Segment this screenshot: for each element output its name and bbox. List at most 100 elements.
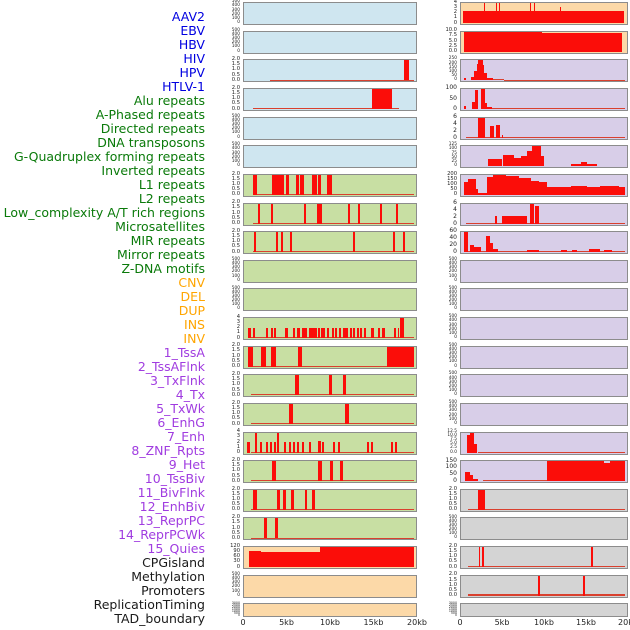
- y-tick-label: 0: [453, 105, 457, 113]
- y-tick-label: 500: [231, 571, 240, 577]
- y-tick-label: 0.5: [448, 587, 457, 594]
- track-label-htlv-1: HTLV-1: [162, 79, 205, 94]
- signal-bar: [505, 175, 520, 195]
- track-label-4-tx: 4_Tx: [175, 387, 205, 402]
- signal-bar: [276, 432, 280, 453]
- y-tick-label: 25: [451, 159, 457, 165]
- y-tick-label: 1.5: [231, 404, 240, 411]
- y-tick-label: 100: [448, 359, 457, 365]
- signal-bar: [303, 203, 306, 224]
- signal-bar: [342, 327, 349, 338]
- y-tick-label: 300: [231, 265, 240, 271]
- y-tick-label: 0: [454, 392, 457, 398]
- signal-bar: [519, 178, 531, 195]
- signal-bar: [293, 327, 296, 338]
- signal-bar: [284, 442, 287, 453]
- y-tick-label: 5.0: [450, 441, 457, 447]
- y-tick-label: 0.5: [231, 386, 240, 393]
- y-tick-label: 1.0: [448, 581, 457, 588]
- y-tick-label: 1.0: [231, 410, 240, 417]
- x-axis-tick-15kb: 15kb: [363, 618, 384, 627]
- signal-baseline: [465, 222, 626, 224]
- signal-baseline: [252, 193, 415, 195]
- y-tick-label: 2: [453, 126, 457, 134]
- y-tick-label: 400: [448, 346, 457, 352]
- x-axis-tick-0: 0: [240, 618, 246, 627]
- y-tick-label: 500: [448, 314, 457, 320]
- y-tick-label: 0.0: [231, 105, 240, 112]
- y-tick-label: 300: [231, 122, 240, 127]
- track-label-dna-transposons: DNA transposons: [97, 135, 205, 150]
- signal-baseline: [467, 566, 626, 568]
- y-tick-label: 2000: [448, 604, 457, 609]
- y-tick-label: 500: [231, 285, 240, 291]
- y-tick-label: 0.0: [231, 535, 240, 542]
- signal-bar: [477, 489, 486, 510]
- track-label-g-quadruplex-forming-repeats: G-Quadruplex forming repeats: [13, 149, 205, 164]
- track-label-ins: INS: [184, 317, 205, 332]
- track-row-hiv: 2.0 1.5 1.0 0.5 0.0: [232, 85, 417, 111]
- signal-bar: [371, 327, 374, 338]
- y-tick-label: 0.0: [448, 592, 457, 599]
- signal-bar: [352, 232, 355, 253]
- track-row-ebv: 500 400 300 200 100 0: [232, 28, 417, 54]
- y-tick-label: 0: [236, 563, 240, 570]
- panel-z-dna-motifs: [243, 517, 417, 541]
- signal-bar: [271, 461, 276, 482]
- panel-methylation: [460, 517, 628, 541]
- signal-baseline: [250, 508, 415, 510]
- signal-bar: [344, 403, 349, 424]
- y-tick-label: 500: [450, 610, 457, 615]
- signal-bar: [477, 117, 486, 138]
- signal-bar: [249, 550, 262, 568]
- track-row-low-complexity-a-t-rich-regions: 2.0 1.5 1.0 0.5 0.0: [232, 400, 417, 426]
- signal-bar: [527, 151, 533, 167]
- y-tick-label: 0: [237, 592, 240, 598]
- y-tick-label: 0: [236, 334, 240, 341]
- y-tick-label: 1.0: [231, 66, 240, 73]
- signal-bar: [487, 159, 503, 167]
- panel-tad-boundary: [460, 603, 628, 618]
- signal-bar: [372, 88, 393, 109]
- signal-bar: [495, 3, 498, 23]
- track-label-7-enh: 7_Enh: [167, 429, 205, 444]
- y-tick-label: 7.5: [448, 32, 457, 39]
- track-label-13-reprpc: 13_ReprPC: [137, 513, 205, 528]
- y-tick-label: 300: [448, 379, 457, 385]
- y-tick-label: 1.5: [231, 490, 240, 497]
- track-label-replicationtiming: ReplicationTiming: [93, 597, 205, 612]
- signal-bar: [570, 164, 581, 167]
- y-tick-label: 1.0: [231, 180, 240, 187]
- signal-baseline: [250, 394, 415, 396]
- panel-l2-repeats: [243, 374, 417, 398]
- panel-cpgisland: [460, 488, 628, 512]
- y-tick-label: 400: [231, 260, 240, 266]
- panel-mirror-repeats: [243, 488, 417, 512]
- y-tick-label: 1.0: [231, 467, 240, 474]
- x-axis-tick-10kb: 10kb: [320, 618, 340, 627]
- y-tick-label: 6: [453, 112, 457, 120]
- y-tick-label: 0.5: [231, 415, 240, 422]
- y-tick-label: 2.0: [231, 227, 240, 234]
- signal-bar: [347, 203, 350, 224]
- y-tick-label: 5.0: [448, 37, 457, 44]
- signal-bar: [501, 134, 504, 138]
- signal-bar: [253, 174, 258, 195]
- y-tick-label: 0.0: [231, 220, 240, 227]
- signal-bar: [470, 244, 475, 253]
- y-tick-label: 2.5: [448, 42, 457, 49]
- signal-bar: [393, 232, 396, 253]
- y-tick-label: 200: [448, 527, 457, 533]
- track-label-mirror-repeats: Mirror repeats: [116, 247, 205, 262]
- y-tick-label: 100: [231, 302, 240, 308]
- signal-bar: [487, 106, 492, 109]
- panel-directed-repeats: [243, 231, 417, 255]
- y-tick-label: 200: [448, 60, 457, 66]
- x-axis-tick-20kb: 20kb: [618, 618, 630, 627]
- y-tick-label: 2.0: [231, 84, 240, 91]
- y-tick-label: 200: [448, 355, 457, 361]
- track-label-promoters: Promoters: [141, 583, 205, 598]
- y-tick-label: 500: [448, 285, 457, 291]
- y-tick-label: 1.0: [448, 553, 457, 560]
- y-tick-label: 1.5: [231, 347, 240, 354]
